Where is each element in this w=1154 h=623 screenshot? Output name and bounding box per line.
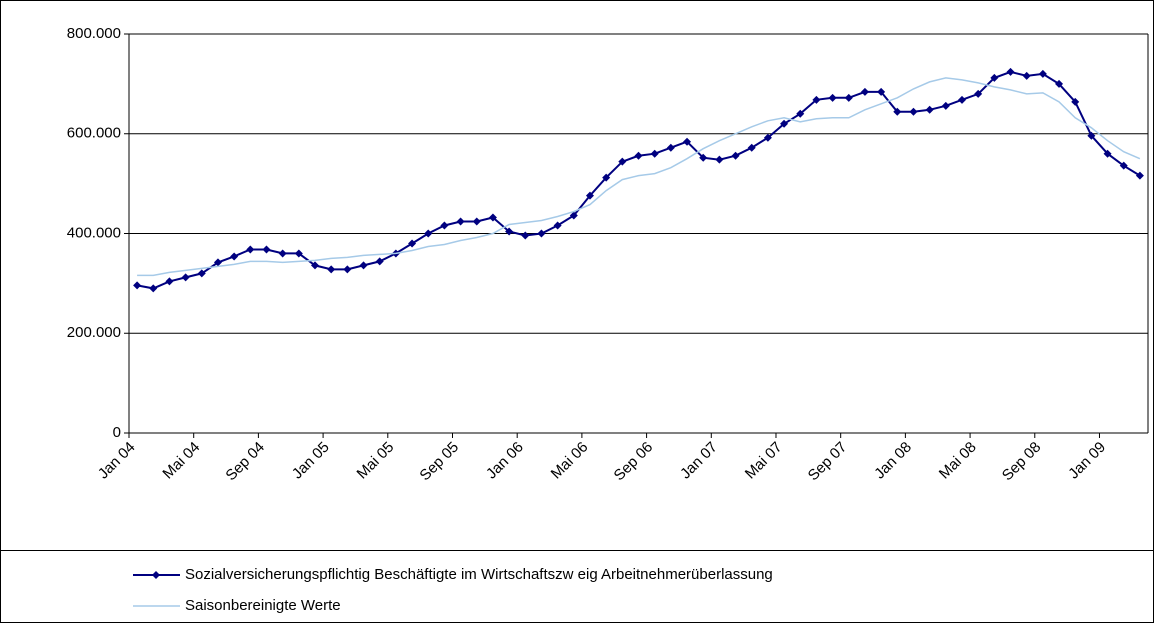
data-point	[197, 269, 206, 278]
data-point	[213, 258, 222, 267]
data-point	[602, 173, 611, 182]
data-point	[941, 101, 950, 110]
data-point	[699, 153, 708, 162]
data-point	[1071, 97, 1080, 106]
data-point	[796, 109, 805, 118]
y-tick-label: 800.000	[67, 25, 121, 42]
data-point	[359, 261, 368, 270]
data-point	[909, 107, 918, 116]
data-point	[747, 143, 756, 152]
data-point	[149, 284, 158, 293]
data-point	[715, 155, 724, 164]
data-point	[262, 245, 271, 254]
data-point	[618, 157, 627, 166]
data-point	[763, 133, 772, 142]
data-point	[133, 281, 142, 290]
data-point	[327, 265, 336, 274]
data-point	[1038, 69, 1047, 78]
data-point	[957, 95, 966, 104]
y-tick-label: 0	[113, 424, 121, 441]
data-point	[1103, 149, 1112, 158]
data-point	[731, 151, 740, 160]
data-point	[860, 87, 869, 96]
data-point	[893, 107, 902, 116]
data-point	[311, 261, 320, 270]
y-tick-label: 200.000	[67, 324, 121, 341]
legend-marker	[152, 571, 160, 579]
data-point	[181, 273, 190, 282]
y-tick-label: 600.000	[67, 125, 121, 142]
data-point	[925, 105, 934, 114]
data-point	[780, 119, 789, 128]
data-point	[1006, 67, 1015, 76]
data-point	[812, 95, 821, 104]
data-point	[974, 89, 983, 98]
data-point	[408, 239, 417, 248]
data-point	[246, 245, 255, 254]
data-point	[456, 217, 465, 226]
legend-label: Sozialversicherungspflichtig Beschäftigt…	[185, 566, 773, 583]
data-point	[666, 143, 675, 152]
data-point	[343, 265, 352, 274]
data-point	[1022, 71, 1031, 80]
data-point	[488, 213, 497, 222]
data-point	[165, 277, 174, 286]
data-point	[553, 221, 562, 230]
data-point	[990, 73, 999, 82]
data-point	[537, 229, 546, 238]
y-tick-label: 400.000	[67, 224, 121, 241]
data-point	[683, 137, 692, 146]
data-point	[828, 93, 837, 102]
data-point	[650, 149, 659, 158]
data-point	[1119, 161, 1128, 170]
data-point	[877, 87, 886, 96]
data-point	[505, 227, 514, 236]
data-point	[569, 211, 578, 220]
data-point	[1055, 79, 1064, 88]
data-point	[440, 221, 449, 230]
series-line	[137, 77, 1141, 277]
data-point	[294, 249, 303, 258]
legend-label: Saisonbereinigte Werte	[185, 597, 341, 614]
data-point	[1087, 131, 1096, 140]
data-point	[472, 217, 481, 226]
data-point	[844, 93, 853, 102]
data-point	[1135, 171, 1144, 180]
data-point	[278, 249, 287, 258]
data-point	[585, 191, 594, 200]
data-point	[634, 151, 643, 160]
data-point	[230, 252, 239, 261]
data-point	[521, 231, 530, 240]
data-point	[424, 229, 433, 238]
data-point	[375, 257, 384, 266]
